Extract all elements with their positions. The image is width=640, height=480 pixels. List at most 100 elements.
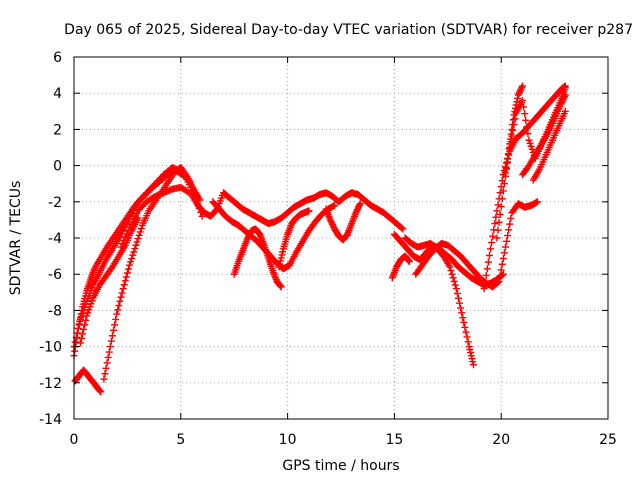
data-point — [495, 218, 503, 226]
data-point — [484, 258, 492, 266]
data-point — [511, 108, 519, 116]
series-arc9 — [230, 225, 285, 291]
data-point — [117, 293, 125, 301]
data-point — [120, 281, 128, 289]
data-point — [126, 261, 134, 269]
data-point — [483, 265, 491, 273]
data-point — [305, 207, 313, 215]
data-point — [482, 271, 490, 279]
y-tick-labels: 6 4 2 0 -2 -4 -6 -8 -10 -12 -14 — [39, 50, 62, 428]
data-point — [509, 116, 517, 124]
data-point — [512, 101, 520, 109]
data-point — [504, 154, 512, 162]
data-point — [481, 278, 489, 286]
data-point — [101, 370, 109, 378]
series-arc18 — [501, 82, 527, 177]
data-point — [81, 321, 89, 329]
data-point — [503, 159, 511, 167]
series-arc16 — [480, 82, 569, 293]
data-point — [110, 326, 118, 334]
data-point — [462, 328, 470, 336]
data-point — [489, 232, 497, 240]
data-point — [398, 224, 406, 232]
chart-title: Day 065 of 2025, Sidereal Day-to-day VTE… — [64, 22, 633, 38]
data-point — [501, 169, 509, 177]
x-tick-label: 25 — [599, 432, 617, 448]
data-point — [561, 107, 569, 115]
data-point — [451, 281, 459, 289]
y-tick-label: -12 — [39, 376, 62, 392]
data-point — [498, 260, 506, 268]
data-point — [493, 234, 501, 242]
y-tick-label: 2 — [53, 122, 62, 138]
data-point — [494, 278, 502, 286]
data-point — [507, 130, 515, 138]
data-point — [511, 104, 519, 112]
data-point — [134, 235, 142, 243]
series-arc13 — [388, 252, 413, 282]
data-point — [135, 231, 143, 239]
data-point — [105, 348, 113, 356]
data-point — [447, 267, 455, 275]
data-point — [123, 230, 131, 238]
data-point — [524, 130, 532, 138]
data-point — [458, 309, 466, 317]
data-point — [130, 248, 138, 256]
data-point — [521, 110, 529, 118]
series-arc1 — [70, 167, 206, 360]
data-point — [518, 83, 526, 91]
data-point — [120, 236, 128, 244]
data-point — [501, 243, 509, 251]
y-tick-label: -8 — [48, 303, 62, 319]
data-point — [96, 387, 104, 395]
data-point — [331, 201, 339, 209]
series-arc19 — [519, 91, 569, 179]
data-point — [184, 188, 192, 196]
data-point — [114, 306, 122, 314]
x-tick-label: 20 — [492, 432, 510, 448]
data-point — [112, 315, 120, 323]
data-point — [496, 272, 504, 280]
data-point — [452, 285, 460, 293]
x-axis-label: GPS time / hours — [282, 458, 399, 474]
x-tick-labels: 0 5 10 15 20 25 — [70, 432, 617, 448]
series-arc8 — [209, 198, 339, 273]
data-point — [77, 334, 85, 342]
y-tick-label: -14 — [39, 412, 62, 428]
y-tick-label: -4 — [48, 231, 62, 247]
data-point — [506, 135, 514, 143]
data-point — [561, 91, 569, 99]
data-point — [133, 238, 141, 246]
data-point — [100, 375, 108, 383]
series-arc6 — [117, 183, 193, 251]
x-tick-label: 5 — [176, 432, 185, 448]
data-point — [108, 332, 116, 340]
series-arc10 — [275, 207, 313, 271]
data-point — [124, 265, 132, 273]
data-point — [118, 289, 126, 297]
data-point — [499, 255, 507, 263]
data-point — [448, 270, 456, 278]
series-arc15 — [412, 198, 542, 291]
data-point — [520, 103, 528, 111]
data-point — [450, 277, 458, 285]
data-point — [102, 364, 110, 372]
data-point — [118, 240, 126, 248]
x-tick-label: 0 — [70, 432, 79, 448]
y-tick-label: 4 — [53, 86, 62, 102]
data-point — [508, 125, 516, 133]
data-point — [507, 214, 515, 222]
data-point — [534, 198, 542, 206]
y-tick-label: 0 — [53, 159, 62, 175]
data-point — [506, 220, 514, 228]
data-point — [503, 237, 511, 245]
data-point — [509, 121, 517, 129]
data-point — [461, 323, 469, 331]
data-point — [506, 140, 514, 148]
data-point — [122, 273, 130, 281]
data-point — [456, 299, 464, 307]
data-point — [131, 245, 139, 253]
data-point — [97, 388, 105, 396]
